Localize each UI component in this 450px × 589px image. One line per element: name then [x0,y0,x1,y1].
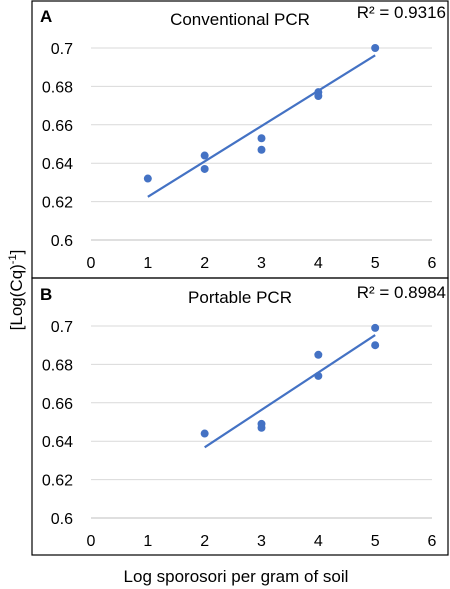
panel-a-y-tick-label: 0.66 [42,118,73,135]
panel-b-x-tick-label: 3 [257,533,266,550]
panel-b-r-squared: R² = 0.8984 [357,283,446,302]
panel-b-data-point [314,371,323,380]
panel-b-y-tick-label: 0.66 [42,396,73,413]
x-axis-label: Log sporosori per gram of soil [124,567,349,586]
panel-a-x-tick-label: 1 [143,255,152,272]
panel-a-title: Conventional PCR [170,10,310,29]
panel-a-x-tick-label: 2 [200,255,209,272]
panel-a-x-tick-label: 0 [87,255,96,272]
panel-a-trendline [147,54,376,198]
panel-b-frame [31,277,449,556]
panel-b-data-point [257,423,266,432]
panel-b-data-point [371,341,380,350]
panel-b-data-point [200,429,209,438]
panel-b-y-tick-label: 0.68 [42,357,73,374]
panel-b-x-tick-label: 4 [314,533,323,550]
panel-b-title: Portable PCR [188,288,292,307]
panel-b-y-tick-label: 0.64 [42,434,73,451]
panel-a-data-point [200,164,209,173]
panel-b-x-tick-label: 1 [143,533,152,550]
panel-a-data-point [371,44,380,52]
panel-a-y-tick-label: 0.7 [51,41,73,58]
panel-b-data-point [371,323,380,332]
panel-a-r-squared: R² = 0.9316 [357,3,446,22]
panel-a-x-tick-label: 5 [371,255,380,272]
panel-b-x-tick-label: 5 [371,533,380,550]
panel-a-y-tick-label: 0.68 [42,79,73,96]
panel-b-y-tick-label: 0.62 [42,473,73,490]
panel-a-data-point [257,145,266,154]
panel-a-plot: 0.6 0.62 0.64 0.66 0.68 0.7 0 1 2 3 4 5 6 [42,41,437,272]
panel-a-y-tick-label: 0.62 [42,195,73,212]
y-axis-label: [Log(Cq)-1] [7,250,26,331]
panel-a-data-point [314,92,323,100]
panel-b-x-tick-label: 0 [87,533,96,550]
panel-b-x-tick-label: 2 [200,533,209,550]
panel-b-y-tick-label: 0.6 [51,511,73,528]
panel-a-y-tick-label: 0.64 [42,156,73,173]
panel-a-y-tick-label: 0.6 [51,233,73,250]
panel-b-trendline [204,334,376,449]
panel-b-data-point [314,350,323,359]
panel-b-y-tick-label: 0.7 [51,319,73,336]
panel-b-x-tick-label: 6 [428,533,437,550]
panel-b-letter: B [40,285,52,304]
panel-a-x-tick-label: 4 [314,255,323,272]
panel-a-data-point [143,174,152,183]
panel-a-data-point [200,151,209,160]
panel-a-x-tick-label: 3 [257,255,266,272]
panel-a-x-tick-label: 6 [428,255,437,272]
panel-a-letter: A [40,7,52,26]
panel-a-data-point [257,134,266,143]
panel-b-plot: 0.6 0.62 0.64 0.66 0.68 0.7 0 1 2 3 4 5 6 [42,319,437,550]
